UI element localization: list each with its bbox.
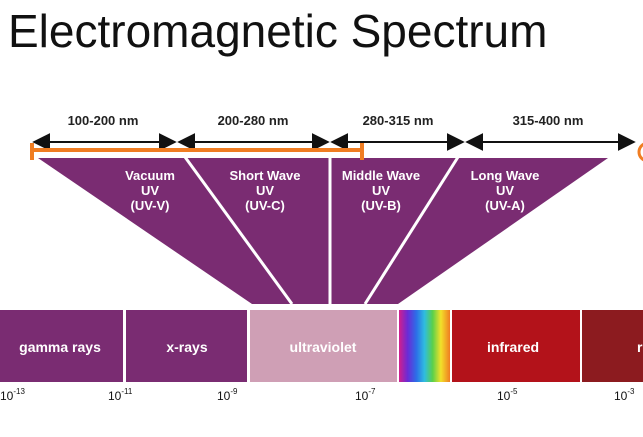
band-label-gamma-rays: gamma rays bbox=[19, 339, 101, 355]
band-label-x-rays: x-rays bbox=[166, 339, 207, 355]
band-x-rays bbox=[126, 310, 247, 382]
uv-subband-long-wave: Long Wave UV (UV-A) bbox=[471, 168, 540, 213]
svg-text:Vacuum: Vacuum bbox=[125, 168, 175, 183]
orange-marker-edge bbox=[637, 142, 643, 162]
wavelength-tick: 10-13 bbox=[0, 387, 25, 403]
band-label-infrared: infrared bbox=[487, 339, 539, 355]
svg-text:Short Wave: Short Wave bbox=[229, 168, 300, 183]
wavelength-tick: 10-3 bbox=[614, 387, 635, 403]
band-ultraviolet bbox=[250, 310, 397, 382]
svg-text:Middle Wave: Middle Wave bbox=[342, 168, 420, 183]
range-label-uv-c: 200-280 nm bbox=[218, 113, 289, 128]
uv-subband-middle-wave: Middle Wave UV (UV-B) bbox=[342, 168, 420, 213]
funnel-divider bbox=[363, 145, 467, 305]
svg-text:UV: UV bbox=[496, 183, 514, 198]
diagram-title: Electromagnetic Spectrum bbox=[8, 5, 548, 57]
svg-text:(UV-C): (UV-C) bbox=[245, 198, 285, 213]
wavelength-tick: 10-9 bbox=[217, 387, 238, 403]
svg-text:(UV-V): (UV-V) bbox=[131, 198, 170, 213]
range-label-uv-a: 315-400 nm bbox=[513, 113, 584, 128]
uv-subband-short-wave: Short Wave UV (UV-C) bbox=[229, 168, 300, 213]
svg-text:UV: UV bbox=[256, 183, 274, 198]
range-label-uv-b: 280-315 nm bbox=[363, 113, 434, 128]
svg-text:(UV-B): (UV-B) bbox=[361, 198, 401, 213]
wavelength-tick: 10-7 bbox=[355, 387, 376, 403]
band-infrared bbox=[452, 310, 580, 382]
svg-text:UV: UV bbox=[141, 183, 159, 198]
band-label-ultraviolet: ultraviolet bbox=[290, 339, 357, 355]
spectrum-bar bbox=[0, 310, 643, 382]
svg-text:Long Wave: Long Wave bbox=[471, 168, 540, 183]
band-label-far: r bbox=[637, 339, 643, 355]
band-gamma-rays bbox=[0, 310, 123, 382]
band-far bbox=[582, 310, 643, 382]
range-label-uv-v: 100-200 nm bbox=[68, 113, 139, 128]
svg-text:UV: UV bbox=[372, 183, 390, 198]
uv-subband-vacuum: Vacuum UV (UV-V) bbox=[125, 168, 175, 213]
band-visible bbox=[399, 310, 450, 382]
svg-text:(UV-A): (UV-A) bbox=[485, 198, 525, 213]
funnel-divider bbox=[175, 145, 294, 305]
orange-range-bar bbox=[30, 143, 364, 160]
wavelength-tick: 10-11 bbox=[108, 387, 133, 403]
wavelength-tick: 10-5 bbox=[497, 387, 518, 403]
uv-funnel bbox=[38, 158, 608, 304]
